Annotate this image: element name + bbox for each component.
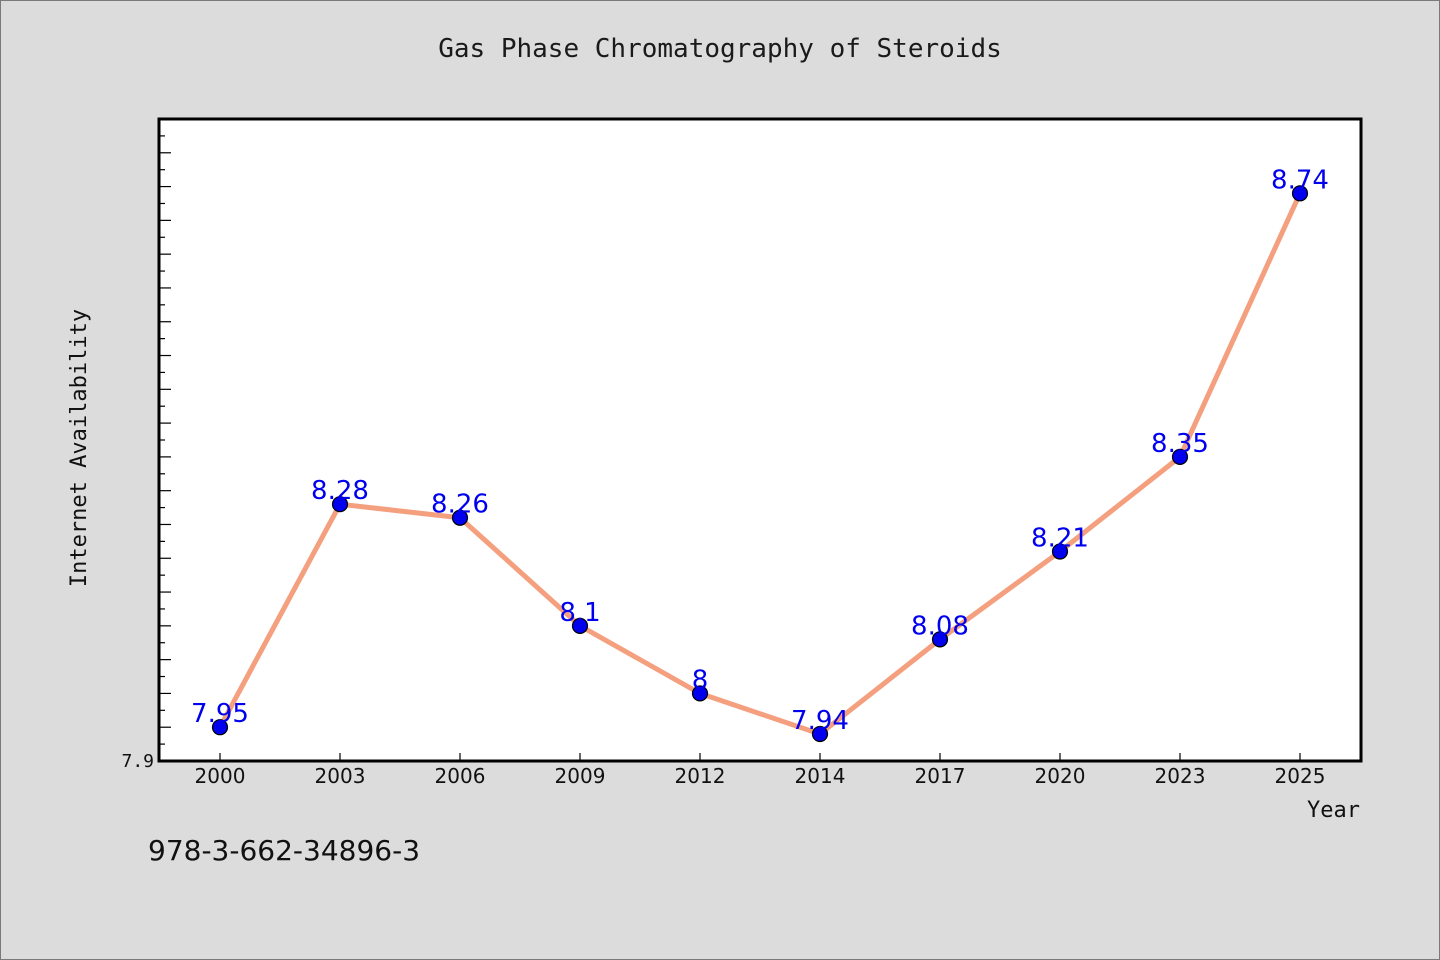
series-markers xyxy=(211,185,1309,743)
x-tick-label: 2017 xyxy=(915,764,966,788)
data-point xyxy=(571,617,589,634)
data-point xyxy=(331,496,349,513)
x-tick-label: 2009 xyxy=(555,764,606,788)
y-tick-label: 7.9 xyxy=(121,751,154,772)
x-tick-label: 2023 xyxy=(1155,764,1206,788)
x-tick-label: 2003 xyxy=(315,764,366,788)
data-point xyxy=(211,719,229,736)
data-point xyxy=(1051,543,1069,560)
y-axis-ticks xyxy=(159,118,171,762)
x-axis-tick-labels: 2000 2003 2006 2009 2012 2014 2017 2020 2023 2025 xyxy=(195,764,1326,788)
data-labels: 7.95 8.28 8.26 8.1 8 7.94 8.08 8.21 8.35 8.74 xyxy=(191,165,1329,736)
x-tick-label: 2025 xyxy=(1275,764,1326,788)
data-label: 8 xyxy=(692,665,709,695)
data-point xyxy=(1291,185,1309,202)
data-label: 8.08 xyxy=(911,611,969,641)
y-axis-title: Internet Availability xyxy=(67,309,92,587)
data-point xyxy=(451,509,469,526)
data-point xyxy=(931,631,949,648)
data-label: 8.21 xyxy=(1031,524,1089,554)
x-tick-label: 2020 xyxy=(1035,764,1086,788)
data-label: 8.74 xyxy=(1271,165,1329,195)
data-label: 8.35 xyxy=(1151,429,1209,459)
x-tick-label: 2006 xyxy=(435,764,486,788)
data-point xyxy=(811,725,829,743)
data-label: 7.94 xyxy=(791,706,849,736)
plot-area xyxy=(157,117,1363,763)
data-label: 7.95 xyxy=(191,699,249,729)
x-tick-label: 2014 xyxy=(795,764,846,788)
data-label: 8.1 xyxy=(559,598,600,628)
x-tick-label: 2000 xyxy=(195,764,246,788)
data-label: 8.28 xyxy=(311,476,369,506)
data-label: 8.26 xyxy=(431,490,489,520)
x-axis-title: Year xyxy=(1307,798,1360,823)
x-tick-label: 2012 xyxy=(675,764,726,788)
series-line xyxy=(217,190,1303,737)
chart-title: Gas Phase Chromatography of Steroids xyxy=(438,34,1002,64)
series-line-group xyxy=(217,190,1303,737)
y-axis-tick-labels: 7.9 xyxy=(121,751,154,772)
data-point xyxy=(1171,448,1189,465)
x-axis-ticks xyxy=(219,753,1301,761)
isbn-footnote: 978-3-662-34896-3 xyxy=(148,834,421,867)
data-point xyxy=(691,685,709,702)
